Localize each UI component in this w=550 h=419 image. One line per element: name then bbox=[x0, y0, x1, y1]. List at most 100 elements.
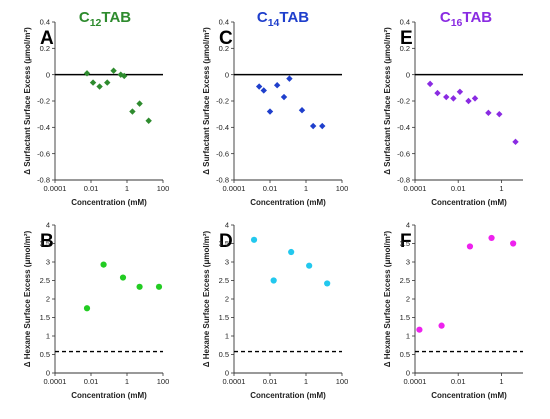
y-tick-label: 1.5 bbox=[400, 313, 410, 322]
data-point bbox=[438, 322, 445, 329]
panel-letter-a: A bbox=[40, 28, 54, 49]
y-tick-label: 1 bbox=[406, 332, 410, 341]
panel-a: A -0.8 -0.6 -0.4 -0.2 0 0.2 0.4 0.0001 0.01 1 100 Co… bbox=[23, 18, 169, 207]
x-axis-label: Concentration (mM) bbox=[71, 198, 147, 207]
y-tick-label: 3.5 bbox=[219, 239, 229, 248]
data-point bbox=[496, 110, 503, 118]
data-point bbox=[465, 97, 472, 105]
x-tick-label: 1 bbox=[304, 377, 308, 386]
data-point bbox=[510, 240, 517, 247]
panel-letter-c: C bbox=[219, 28, 233, 49]
x-tick-label: 0.01 bbox=[263, 184, 278, 193]
data-point bbox=[443, 93, 450, 101]
y-tick-label: -0.4 bbox=[216, 123, 229, 132]
y-tick-label: 4 bbox=[46, 221, 50, 230]
x-axis-label: Concentration (mM) bbox=[431, 391, 507, 400]
x-tick-label: 0.0001 bbox=[223, 377, 246, 386]
y-tick-label: 2.5 bbox=[219, 276, 229, 285]
panel-letter-d: D bbox=[219, 231, 233, 252]
y-tick-label: 0.5 bbox=[400, 350, 410, 359]
data-point bbox=[155, 283, 163, 290]
y-tick-label: 2 bbox=[225, 295, 229, 304]
data-point bbox=[104, 79, 111, 86]
y-axis-label: Δ Surfactant Surface Excess (μmol/m²) bbox=[383, 27, 392, 175]
x-tick-label: 100 bbox=[157, 184, 170, 193]
x-tick-label: 1 bbox=[125, 377, 129, 386]
y-tick-label: 0.2 bbox=[219, 44, 229, 53]
y-axis-label: Δ Hexane Surface Excess (μmol/m²) bbox=[383, 230, 392, 367]
y-tick-label: -0.6 bbox=[37, 149, 50, 158]
column-title-c12tab: C12TAB bbox=[79, 9, 131, 29]
y-tick-label: -0.2 bbox=[37, 97, 50, 106]
data-point bbox=[485, 109, 492, 117]
data-point bbox=[512, 138, 519, 146]
x-tick-label: 0.0001 bbox=[404, 184, 427, 193]
y-tick-label: 0.4 bbox=[400, 18, 410, 27]
data-point bbox=[306, 262, 313, 269]
y-tick-label: 0.5 bbox=[40, 350, 50, 359]
y-axis-label: Δ Surfactant Surface Excess (μmol/m²) bbox=[23, 27, 32, 175]
column-title-c14tab: C14TAB bbox=[257, 9, 309, 29]
y-axis-label: Δ Hexane Surface Excess (μmol/m²) bbox=[23, 230, 32, 367]
x-tick-label: 1 bbox=[499, 377, 503, 386]
data-point bbox=[309, 122, 317, 130]
y-tick-label: 4 bbox=[406, 221, 410, 230]
data-point bbox=[416, 326, 423, 333]
y-tick-label: 4 bbox=[225, 221, 229, 230]
x-tick-label: 0.0001 bbox=[223, 184, 246, 193]
y-tick-label: 1 bbox=[46, 332, 50, 341]
data-point bbox=[255, 83, 263, 90]
data-point bbox=[117, 71, 124, 78]
data-point bbox=[250, 236, 258, 243]
y-tick-label: 0.4 bbox=[219, 18, 229, 27]
data-point bbox=[89, 79, 97, 86]
y-tick-label: -0.2 bbox=[397, 97, 410, 106]
data-point bbox=[434, 89, 441, 97]
panel-letter-e: E bbox=[400, 28, 413, 49]
x-axis-label: Concentration (mM) bbox=[71, 391, 147, 400]
x-tick-label: 0.01 bbox=[84, 184, 99, 193]
data-point bbox=[266, 108, 274, 115]
y-tick-label: 3 bbox=[406, 258, 410, 267]
data-point bbox=[273, 82, 281, 89]
y-tick-label: 3 bbox=[225, 258, 229, 267]
x-tick-label: 0.01 bbox=[451, 377, 466, 386]
x-axis-label: Concentration (mM) bbox=[431, 198, 507, 207]
data-point bbox=[121, 72, 128, 80]
data-point bbox=[83, 305, 91, 312]
data-point bbox=[100, 261, 107, 268]
x-tick-label: 0.0001 bbox=[404, 377, 427, 386]
y-tick-label: 2.5 bbox=[400, 276, 410, 285]
y-tick-label: -0.2 bbox=[216, 97, 229, 106]
data-point bbox=[471, 95, 479, 102]
x-tick-label: 100 bbox=[336, 184, 349, 193]
y-tick-label: -0.6 bbox=[397, 149, 410, 158]
x-axis-label: Concentration (mM) bbox=[250, 391, 326, 400]
x-tick-label: 100 bbox=[157, 377, 170, 386]
column-title-c16tab: C16TAB bbox=[440, 9, 492, 29]
data-point bbox=[466, 243, 474, 250]
panel-c: C -0.8 -0.6 -0.4 -0.2 0 0.2 0.4 0.0001 0.01 1 100 Co… bbox=[202, 18, 348, 207]
y-tick-label: 0.2 bbox=[40, 44, 50, 53]
data-point bbox=[298, 107, 306, 114]
y-axis-label: Δ Surfactant Surface Excess (μmol/m²) bbox=[202, 27, 211, 175]
y-tick-label: 0 bbox=[46, 369, 50, 378]
data-point bbox=[324, 280, 331, 287]
data-point bbox=[450, 95, 457, 102]
y-tick-label: 0.4 bbox=[40, 18, 50, 27]
data-point bbox=[286, 75, 293, 82]
data-point bbox=[280, 93, 288, 101]
panel-f: F 0 0.5 1 1.5 2 2.5 3 3.5 4 0.0001 0.01 1 Concentrati… bbox=[383, 221, 523, 400]
x-tick-label: 1 bbox=[499, 184, 503, 193]
y-tick-label: 0 bbox=[225, 369, 229, 378]
x-tick-label: 1 bbox=[125, 184, 129, 193]
x-tick-label: 0.01 bbox=[451, 184, 466, 193]
data-point bbox=[488, 234, 495, 242]
y-tick-label: 1 bbox=[225, 332, 229, 341]
data-point bbox=[96, 83, 103, 90]
panel-d: D 0 0.5 1 1.5 2 2.5 3 3.5 4 0.0001 0.01 1 100 Concentr… bbox=[202, 221, 348, 400]
y-tick-label: -0.4 bbox=[37, 123, 50, 132]
y-tick-label: 3.5 bbox=[40, 239, 50, 248]
data-point bbox=[260, 87, 267, 94]
